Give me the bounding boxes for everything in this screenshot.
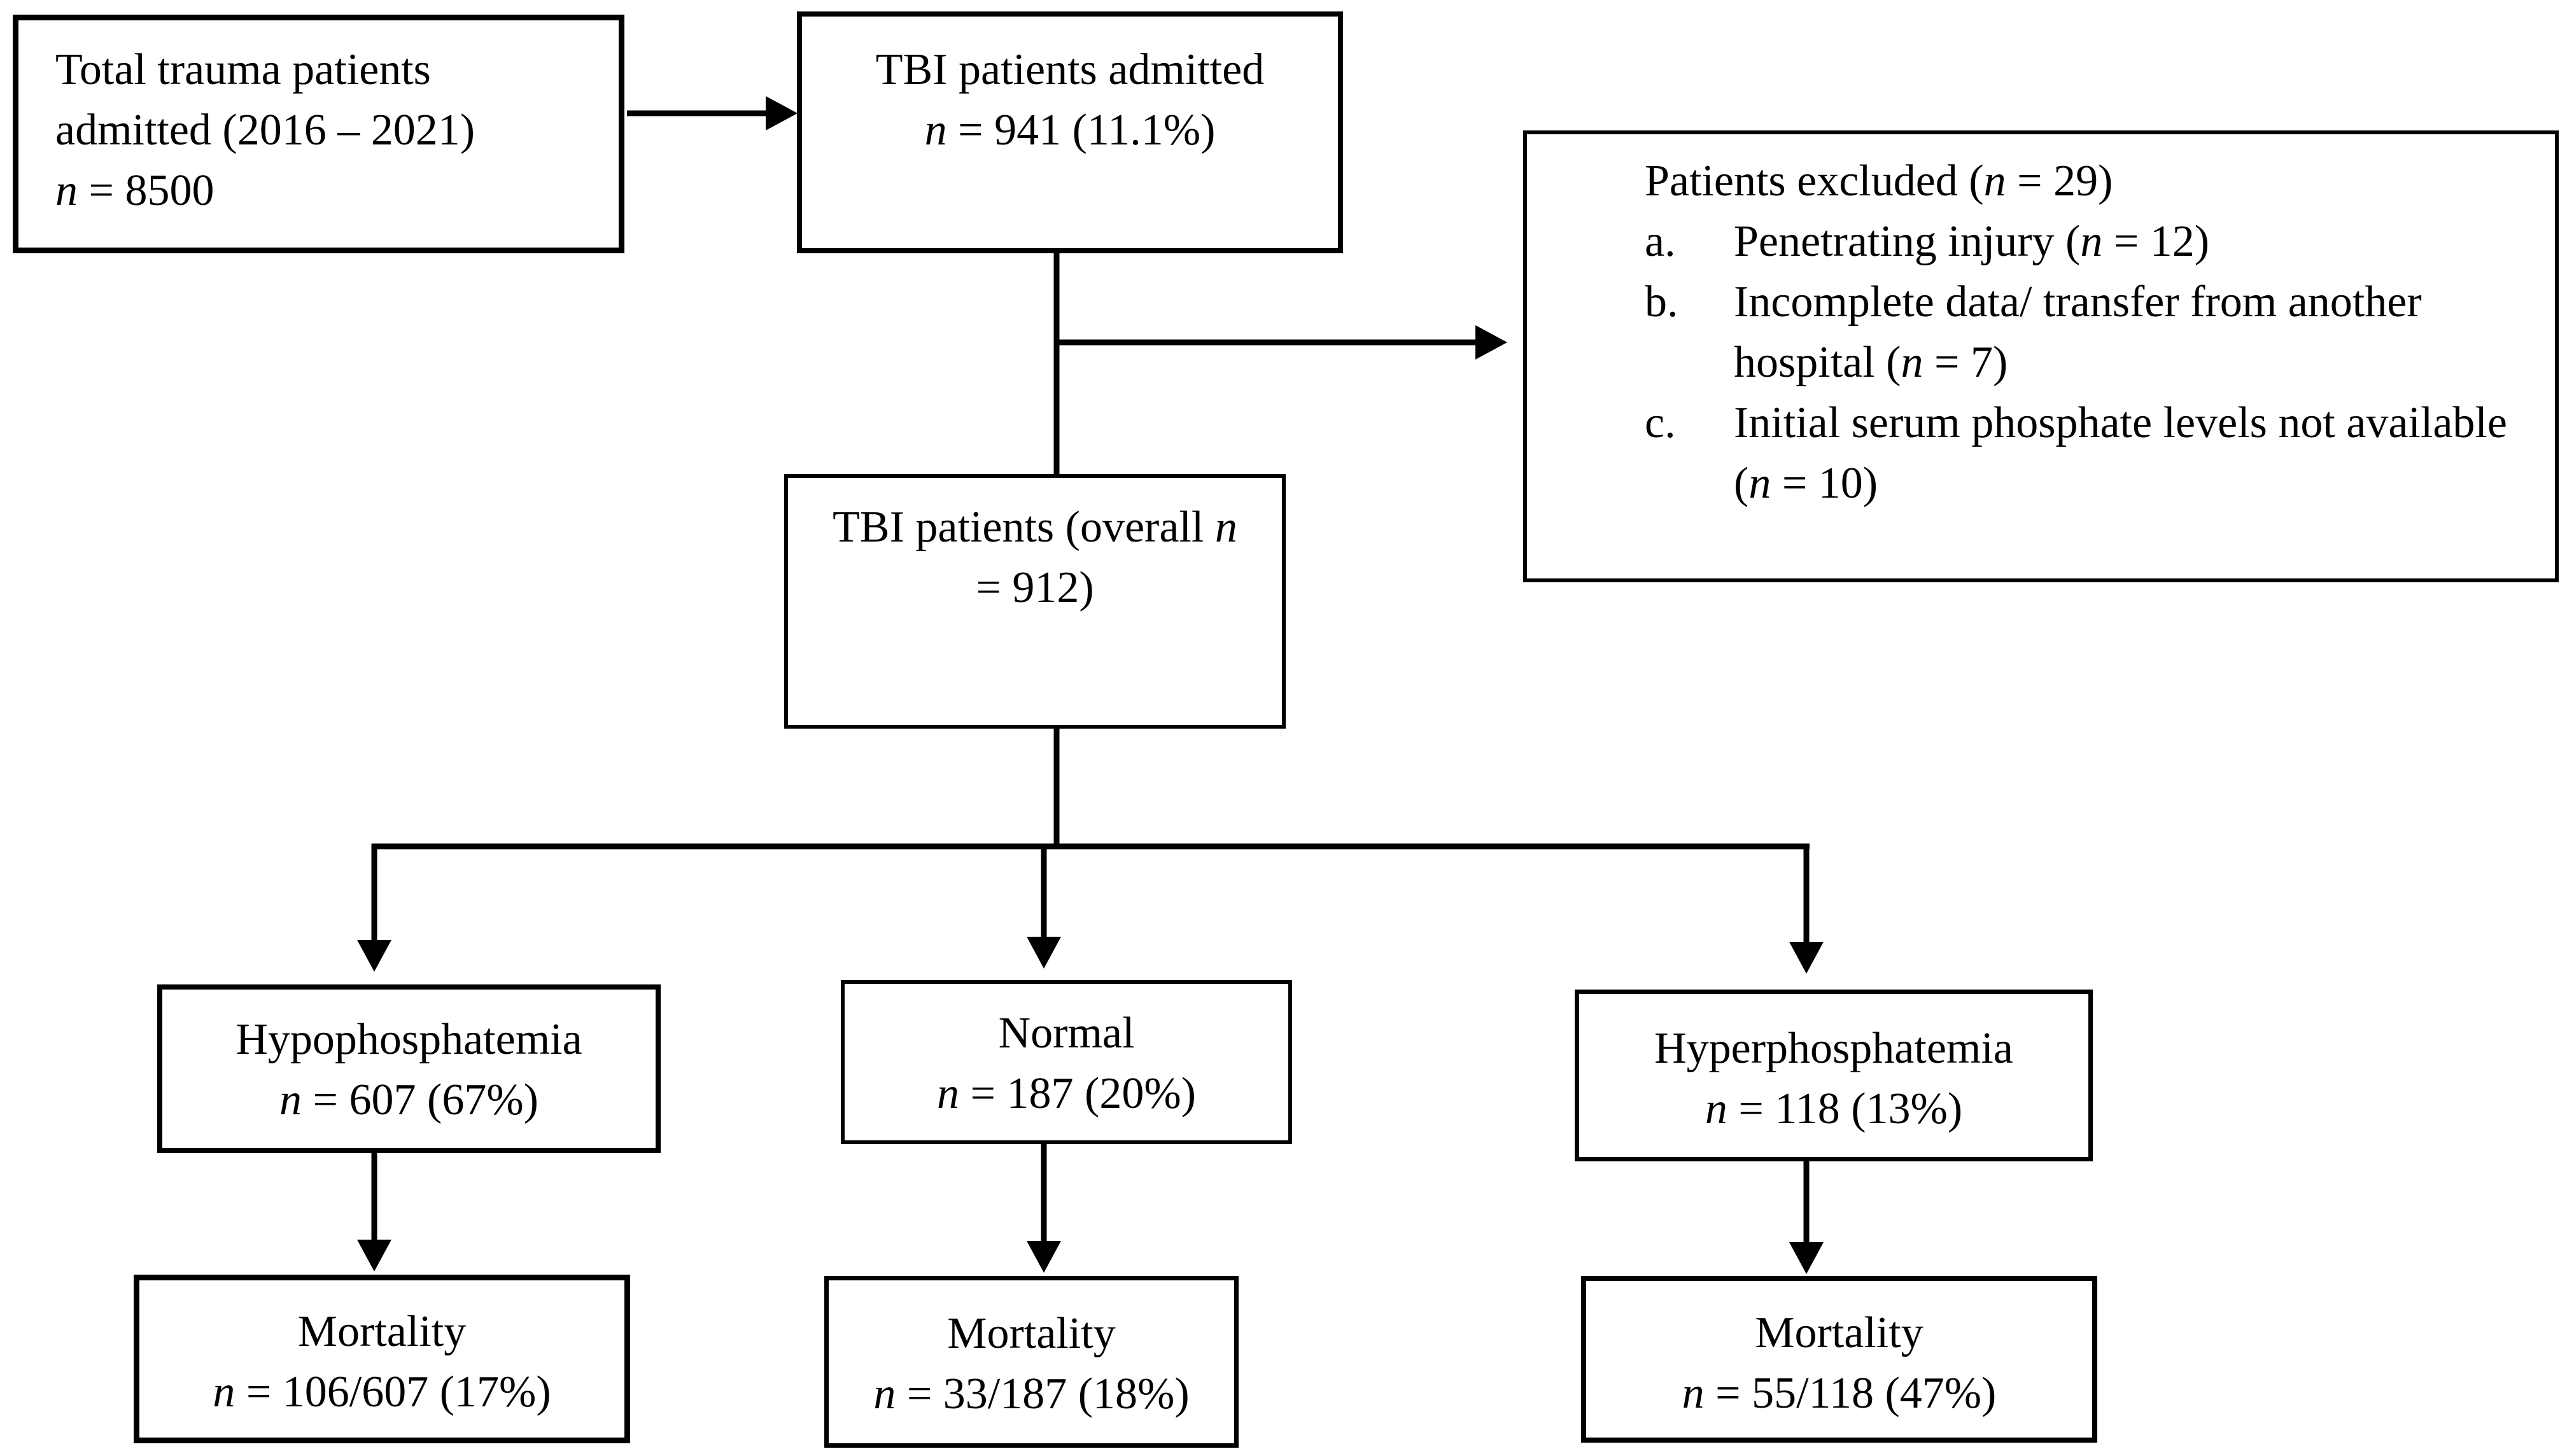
- n-value: = 106/607 (17%): [235, 1368, 551, 1417]
- box-tbi-admitted: TBI patients admitted n = 941 (11.1%): [797, 11, 1343, 253]
- box-patients-excluded: Patients excluded (n = 29) a. Penetratin…: [1523, 130, 2559, 582]
- arrow-drop-hyper-head: [1789, 942, 1824, 974]
- box-total-trauma: Total trauma patients admitted (2016 – 2…: [13, 15, 624, 253]
- mortality-label: Mortality: [297, 1307, 467, 1356]
- total-trauma-count: n = 8500: [55, 160, 606, 221]
- n-symbol: n: [1705, 1084, 1727, 1133]
- n-value: = 187 (20%): [959, 1069, 1196, 1118]
- excluded-title-post: = 29): [2006, 157, 2113, 206]
- box-normal: Normal n = 187 (20%): [841, 980, 1292, 1144]
- arrow-hypo-mortality-head: [357, 1240, 391, 1271]
- arrow-drop-hypo-head: [357, 940, 391, 972]
- total-trauma-line2: admitted (2016 – 2021): [55, 106, 475, 155]
- n-value: = 118 (13%): [1727, 1084, 1963, 1133]
- item-count: = 7): [1923, 338, 2008, 387]
- mortality-label: Mortality: [1755, 1308, 1923, 1357]
- normal-label: Normal: [998, 1009, 1135, 1058]
- n-value: = 55/118 (47%): [1704, 1369, 1997, 1418]
- arrow-normal-mortality-head: [1027, 1241, 1061, 1273]
- n-symbol: n: [937, 1069, 960, 1118]
- excluded-item-b-letter: b.: [1645, 277, 1678, 326]
- item-text: Initial serum phosphate levels not avail…: [1734, 398, 2507, 508]
- excluded-item-c-text: Initial serum phosphate levels not avail…: [1734, 393, 2536, 514]
- box-mortality-normal: Mortality n = 33/187 (18%): [824, 1276, 1239, 1448]
- excluded-item-b: b. Incomplete data/ transfer from anothe…: [1645, 272, 2542, 393]
- item-count: = 12): [2102, 217, 2210, 266]
- n-symbol: n: [213, 1368, 236, 1417]
- hyper-label: Hyperphosphatemia: [1654, 1024, 2013, 1073]
- n-symbol: n: [55, 166, 78, 215]
- item-count: = 10): [1771, 459, 1878, 508]
- n-symbol: n: [1901, 338, 1923, 387]
- mortality-count: n = 55/118 (47%): [1586, 1363, 2092, 1424]
- normal-count: n = 187 (20%): [845, 1063, 1288, 1124]
- n-symbol: n: [873, 1369, 896, 1418]
- excluded-title: Patients excluded (n = 29): [1645, 151, 2542, 211]
- arrow-total-to-tbi-head: [766, 96, 798, 130]
- n-symbol: n: [2080, 217, 2103, 266]
- excluded-item-b-text: Incomplete data/ transfer from another h…: [1734, 272, 2536, 393]
- excluded-item-c-letter: c.: [1645, 398, 1676, 447]
- mortality-label: Mortality: [947, 1309, 1116, 1358]
- hypo-count: n = 607 (67%): [162, 1070, 656, 1130]
- arrow-hyper-mortality-head: [1789, 1242, 1824, 1274]
- box-mortality-hyper: Mortality n = 55/118 (47%): [1581, 1276, 2097, 1443]
- excluded-item-a-letter: a.: [1645, 217, 1676, 266]
- n-symbol: n: [1983, 157, 2006, 206]
- tbi-overall-line1: TBI patients (overall n: [788, 497, 1282, 557]
- n-value: = 607 (67%): [302, 1075, 538, 1124]
- total-trauma-line1: Total trauma patients: [55, 45, 431, 94]
- tbi-overall-line2: = 912): [976, 563, 1094, 612]
- excluded-item-a: a. Penetrating injury (n = 12): [1645, 211, 2542, 272]
- item-text: Penetrating injury (: [1734, 217, 2081, 266]
- overall-text: TBI patients (overall: [833, 503, 1215, 552]
- item-text: Incomplete data/ transfer from another h…: [1734, 277, 2422, 387]
- n-symbol: n: [1214, 503, 1237, 552]
- hyper-count: n = 118 (13%): [1579, 1079, 2088, 1139]
- arrow-drop-normal-head: [1027, 937, 1061, 969]
- excluded-item-c: c. Initial serum phosphate levels not av…: [1645, 393, 2542, 514]
- arrow-exclusion-head: [1475, 325, 1507, 360]
- box-mortality-hypo: Mortality n = 106/607 (17%): [134, 1275, 630, 1443]
- box-hyperphosphatemia: Hyperphosphatemia n = 118 (13%): [1575, 990, 2093, 1161]
- tbi-admitted-line1: TBI patients admitted: [875, 45, 1265, 94]
- n-value: = 941 (11.1%): [946, 106, 1216, 155]
- excluded-title-pre: Patients excluded (: [1645, 157, 1984, 206]
- box-tbi-overall: TBI patients (overall n = 912): [784, 474, 1286, 729]
- n-symbol: n: [279, 1075, 302, 1124]
- n-value: = 33/187 (18%): [896, 1369, 1190, 1418]
- mortality-count: n = 33/187 (18%): [829, 1364, 1234, 1424]
- box-hypophosphatemia: Hypophosphatemia n = 607 (67%): [157, 984, 661, 1153]
- n-symbol: n: [924, 106, 947, 155]
- hypo-label: Hypophosphatemia: [236, 1015, 582, 1064]
- n-symbol: n: [1682, 1369, 1705, 1418]
- tbi-admitted-count: n = 941 (11.1%): [802, 100, 1338, 160]
- excluded-item-a-text: Penetrating injury (n = 12): [1734, 211, 2536, 272]
- mortality-count: n = 106/607 (17%): [139, 1362, 624, 1422]
- n-value: = 8500: [78, 166, 215, 215]
- n-symbol: n: [1748, 459, 1771, 508]
